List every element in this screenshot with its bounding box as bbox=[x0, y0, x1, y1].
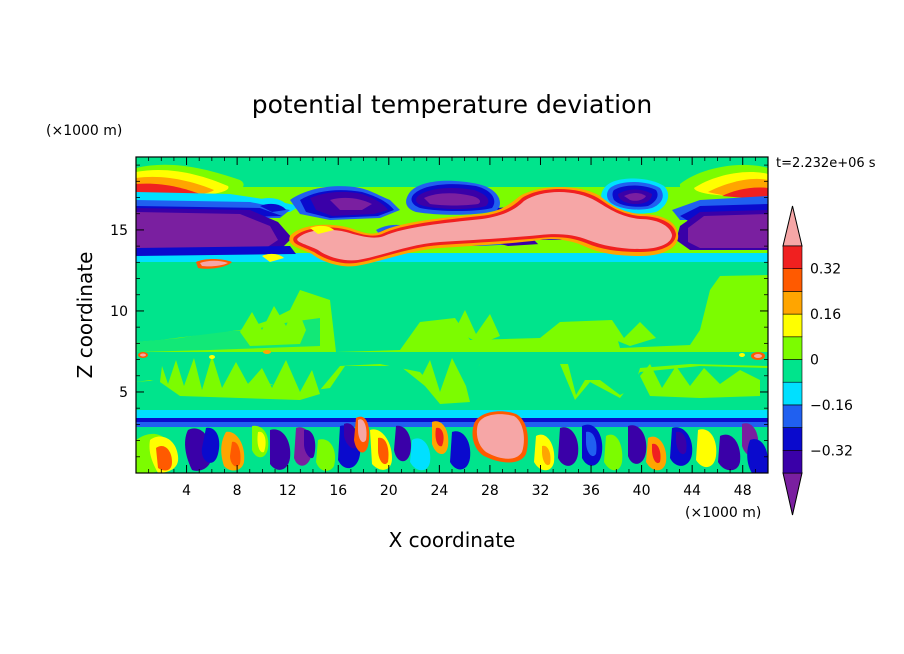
x-tick-label: 40 bbox=[633, 483, 651, 499]
colorbar-segment bbox=[782, 449, 803, 474]
cyan-band-lower bbox=[136, 410, 768, 419]
colorbar-upper-triangle bbox=[782, 205, 803, 247]
y-tick-label: 10 bbox=[110, 304, 128, 320]
cyan-band-upper bbox=[136, 253, 768, 262]
x-tick-label: 12 bbox=[279, 483, 297, 499]
x-axis-label: X coordinate bbox=[389, 528, 516, 552]
y-unit-label: (×1000 m) bbox=[46, 123, 122, 139]
warm-filament bbox=[196, 187, 679, 269]
y-tick-label: 5 bbox=[119, 385, 128, 401]
colorbar-tick-label: 0.32 bbox=[810, 262, 841, 278]
x-axis: 4 8 12 16 20 24 28 32 36 40 44 48 bbox=[148, 157, 756, 499]
x-tick-label: 4 bbox=[182, 483, 191, 499]
colorbar-segment bbox=[782, 268, 803, 292]
x-tick-label: 8 bbox=[233, 483, 242, 499]
time-label: t=2.232e+06 s bbox=[776, 156, 876, 171]
lower-boundary-field bbox=[136, 411, 768, 473]
colorbar-tick-label: −0.32 bbox=[810, 443, 853, 459]
x-tick-label: 28 bbox=[481, 483, 499, 499]
colorbar: 0.32 0.16 0 −0.16 −0.32 bbox=[782, 205, 853, 516]
y-axis-label: Z coordinate bbox=[73, 252, 97, 379]
colorbar-segment bbox=[782, 245, 803, 270]
colorbar-segment bbox=[782, 359, 803, 383]
colorbar-segment bbox=[782, 381, 803, 406]
x-tick-label: 24 bbox=[430, 483, 448, 499]
y-tick-label: 15 bbox=[110, 223, 128, 239]
x-unit-label: (×1000 m) bbox=[685, 505, 761, 521]
y-axis: 5 10 15 bbox=[110, 164, 768, 458]
colorbar-lower-triangle bbox=[782, 472, 803, 516]
colorbar-tick-label: −0.16 bbox=[810, 398, 853, 414]
small-spots bbox=[138, 350, 765, 360]
x-tick-label: 48 bbox=[734, 483, 752, 499]
colorbar-segment bbox=[782, 313, 803, 338]
colorbar-segment bbox=[782, 336, 803, 360]
x-tick-label: 16 bbox=[329, 483, 347, 499]
colorbar-segment bbox=[782, 291, 803, 315]
upper-boundary-field bbox=[136, 157, 768, 256]
colorbar-segment bbox=[782, 404, 803, 428]
colorbar-segment bbox=[782, 427, 803, 451]
x-tick-label: 20 bbox=[380, 483, 398, 499]
x-tick-label: 36 bbox=[582, 483, 600, 499]
colorbar-tick-label: 0 bbox=[810, 353, 819, 369]
plot-area bbox=[136, 157, 768, 473]
x-tick-label: 44 bbox=[683, 483, 701, 499]
mid-field-fingers bbox=[160, 304, 760, 404]
colorbar-tick-label: 0.16 bbox=[810, 307, 841, 323]
chart-title: potential temperature deviation bbox=[252, 90, 652, 119]
x-tick-label: 32 bbox=[532, 483, 550, 499]
